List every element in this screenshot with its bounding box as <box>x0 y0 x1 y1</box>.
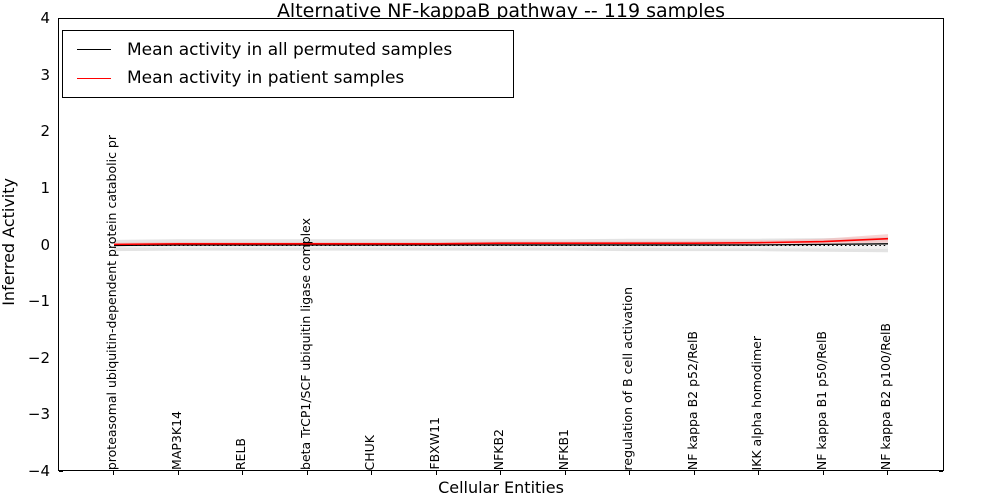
tick-mark <box>939 471 943 472</box>
x-tick-label: NF kappa B1 p50/RelB <box>813 330 829 470</box>
tick-mark <box>435 468 437 475</box>
tick-mark <box>113 468 114 475</box>
legend: Mean activity in all permuted samples Me… <box>62 30 514 98</box>
tick-mark <box>242 468 243 475</box>
tick-mark <box>59 471 63 472</box>
tick-mark <box>887 468 888 475</box>
y-tick-label: 3 <box>40 65 50 84</box>
x-axis-title: Cellular Entities <box>438 478 564 497</box>
x-tick-label: NFKB1 <box>555 428 571 470</box>
x-tick-label: proteasomal ubiquitin-dependent protein … <box>104 134 119 470</box>
x-tick-label: CHUK <box>362 434 377 470</box>
tick-mark <box>371 468 372 475</box>
y-tick-label: 0 <box>40 235 50 254</box>
y-tick-label: −2 <box>27 348 50 367</box>
series-patient-line <box>113 237 889 246</box>
x-tick-label: NF kappa B2 p100/RelB <box>878 322 893 470</box>
x-tick-label: NF kappa B2 p52/RelB <box>684 330 700 470</box>
tick-mark <box>693 468 695 475</box>
x-tick-label: RELB <box>233 437 248 470</box>
chart-svg <box>113 234 889 253</box>
x-tick-label: MAP3K14 <box>168 411 184 470</box>
tick-mark <box>500 468 501 475</box>
y-tick-label: −4 <box>27 462 50 480</box>
legend-line-permuted-icon <box>77 49 111 51</box>
x-tick-label: NFKB2 <box>491 428 506 470</box>
tick-mark <box>177 468 179 475</box>
x-tick-label: beta TrCP1/SCF ubiquitin ligase complex <box>297 218 313 470</box>
series-permuted-line <box>113 243 889 247</box>
legend-label-patient: Mean activity in patient samples <box>127 68 405 89</box>
tick-mark <box>306 468 308 475</box>
legend-item-patient: Mean activity in patient samples <box>63 68 513 88</box>
y-tick-label: 4 <box>40 9 50 27</box>
y-tick-label: −1 <box>27 292 50 311</box>
x-tick-label: FBXW11 <box>426 417 442 470</box>
y-tick-label: 2 <box>40 122 50 141</box>
tick-mark <box>822 468 824 475</box>
legend-label-permuted: Mean activity in all permuted samples <box>127 39 453 60</box>
legend-item-permuted: Mean activity in all permuted samples <box>63 40 513 60</box>
y-tick-label: −3 <box>27 405 50 424</box>
legend-line-patient-icon <box>77 77 111 79</box>
tick-mark <box>564 468 566 475</box>
tick-mark <box>758 468 759 475</box>
chart-title: Alternative NF-kappaB pathway -- 119 sam… <box>276 0 726 22</box>
y-tick-label: 1 <box>40 178 50 197</box>
x-tick-label: IKK alpha homodimer <box>749 335 764 471</box>
x-tick-label: regulation of B cell activation <box>620 286 635 470</box>
tick-mark <box>629 468 630 475</box>
